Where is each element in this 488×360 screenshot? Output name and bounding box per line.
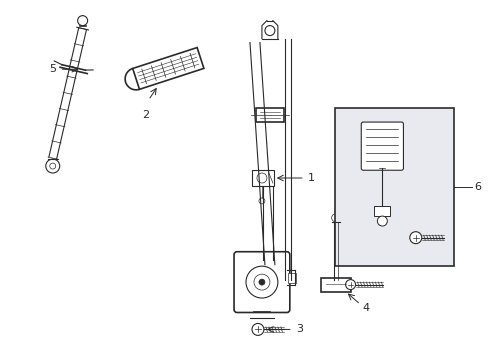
Text: 4: 4 xyxy=(362,302,369,312)
Polygon shape xyxy=(132,48,203,89)
Text: 1: 1 xyxy=(307,173,314,183)
Circle shape xyxy=(377,216,386,226)
Circle shape xyxy=(345,280,355,289)
Circle shape xyxy=(259,279,264,285)
Bar xyxy=(255,108,283,122)
Text: 6: 6 xyxy=(473,182,480,192)
Circle shape xyxy=(46,159,60,173)
Bar xyxy=(251,170,273,186)
FancyBboxPatch shape xyxy=(361,122,403,170)
Circle shape xyxy=(78,15,87,26)
Circle shape xyxy=(409,232,421,244)
Circle shape xyxy=(251,323,264,336)
FancyBboxPatch shape xyxy=(234,252,289,312)
Text: 5: 5 xyxy=(49,64,57,74)
Text: 3: 3 xyxy=(295,324,302,334)
Bar xyxy=(287,273,295,283)
Bar xyxy=(320,278,350,292)
Circle shape xyxy=(264,26,274,36)
Bar xyxy=(374,206,389,216)
Circle shape xyxy=(245,266,277,298)
Bar xyxy=(334,108,453,266)
Text: 2: 2 xyxy=(142,110,149,120)
